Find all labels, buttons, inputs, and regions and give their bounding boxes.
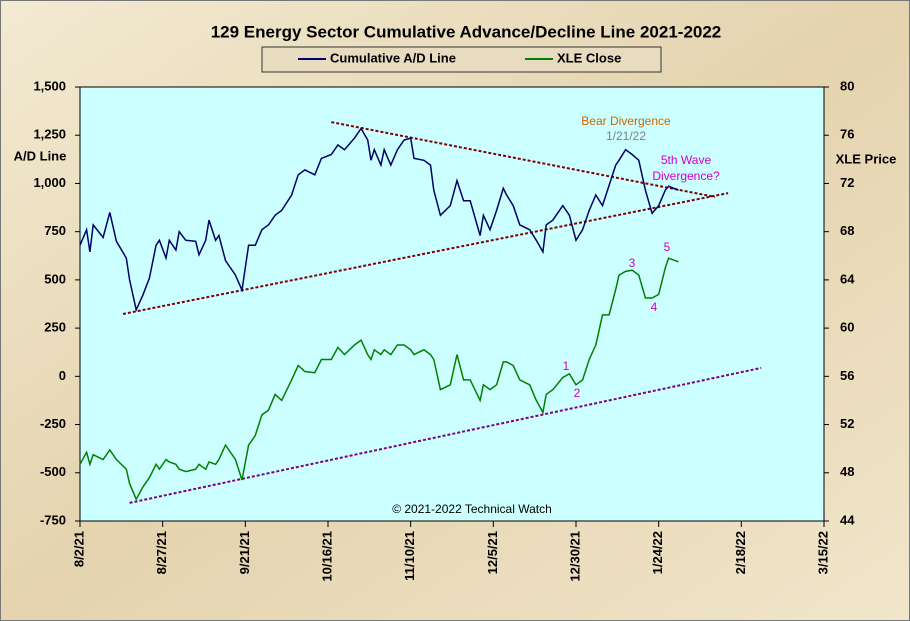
series-line — [79, 127, 679, 313]
y2-tick-label: 56 — [840, 368, 854, 383]
y2-tick-label: 60 — [840, 320, 854, 335]
x-tick-label: 1/24/22 — [650, 531, 665, 574]
x-tick-label: 3/15/22 — [815, 531, 830, 574]
annotation: Bear Divergence — [581, 114, 671, 128]
y2-axis-label: XLE Price — [836, 151, 897, 166]
y-tick-label: 500 — [44, 271, 66, 286]
trend-line — [331, 121, 716, 198]
annotation: © 2021-2022 Technical Watch — [392, 502, 552, 516]
annotation: 5th Wave — [661, 153, 712, 167]
x-tick-label: 12/30/21 — [567, 531, 582, 582]
y-tick-label: 1,500 — [33, 78, 66, 93]
y-tick-label: 250 — [44, 320, 66, 335]
annotation: 1 — [563, 359, 570, 373]
y-tick-label: 0 — [59, 368, 66, 383]
y2-tick-label: 68 — [840, 223, 854, 238]
plot-area — [79, 86, 825, 522]
y-tick-label: 1,000 — [33, 175, 66, 190]
x-tick-label: 9/21/21 — [237, 531, 252, 574]
legend-box — [261, 46, 662, 73]
y-tick-label: 750 — [44, 223, 66, 238]
x-tick-label: 8/2/21 — [71, 531, 86, 567]
trend-line — [129, 366, 762, 504]
annotation: 2 — [574, 386, 581, 400]
y2-tick-label: 80 — [840, 78, 854, 93]
y-tick-label: -250 — [40, 416, 66, 431]
y2-tick-label: 76 — [840, 127, 854, 142]
y2-tick-label: 48 — [840, 464, 854, 479]
annotation: 3 — [629, 256, 636, 270]
chart-title: 129 Energy Sector Cumulative Advance/Dec… — [211, 22, 722, 41]
x-tick-label: 2/18/22 — [733, 531, 748, 574]
series-line — [79, 257, 679, 502]
trend-line — [122, 192, 729, 315]
y2-tick-label: 44 — [840, 512, 855, 527]
x-tick-label: 12/5/21 — [485, 531, 500, 574]
y-tick-label: -750 — [40, 512, 66, 527]
y-axis-label: A/D Line — [14, 148, 67, 163]
annotation: 4 — [651, 300, 658, 314]
y2-tick-label: 64 — [840, 271, 855, 286]
y2-tick-label: 52 — [840, 416, 854, 431]
x-tick-label: 8/27/21 — [154, 531, 169, 574]
annotation: 1/21/22 — [606, 129, 646, 143]
y-tick-label: -500 — [40, 464, 66, 479]
legend-label: Cumulative A/D Line — [330, 50, 456, 65]
x-tick-label: 10/16/21 — [319, 531, 334, 582]
y2-tick-label: 72 — [840, 175, 854, 190]
y-tick-label: 1,250 — [33, 127, 66, 142]
annotation: Divergence? — [652, 169, 720, 183]
annotation: 5 — [664, 240, 671, 254]
x-tick-label: 11/10/21 — [402, 531, 417, 581]
legend-label: XLE Close — [557, 50, 621, 65]
